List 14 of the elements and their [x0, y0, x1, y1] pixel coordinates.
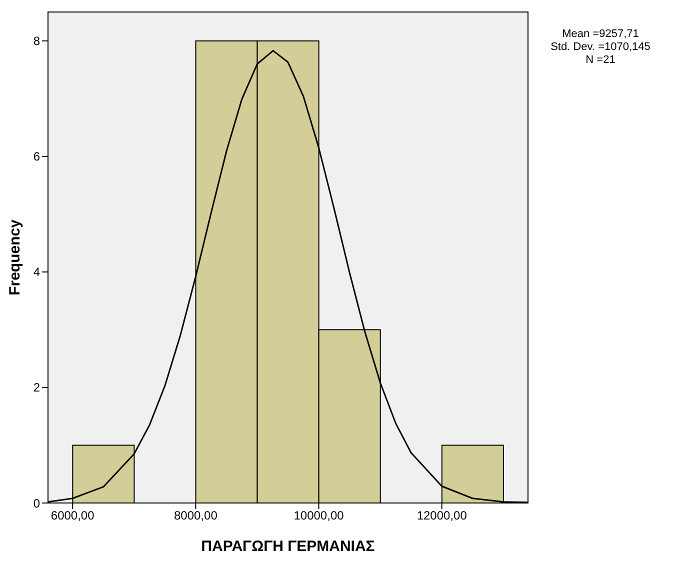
x-tick-label: 10000,00: [294, 508, 344, 523]
y-tick-label: 2: [33, 380, 40, 395]
y-tick-label: 6: [33, 150, 40, 164]
y-tick-label: 0: [33, 496, 40, 510]
x-axis-title: ΠΑΡΑΓΩΓΗ ΓΕΡΜΑΝΙΑΣ: [201, 538, 375, 555]
y-tick-label: 8: [33, 34, 40, 48]
text: Mean =9257,71: [561, 28, 640, 41]
y-tick-label: 4: [33, 265, 40, 280]
text: Std. Dev. =1070,145: [550, 41, 652, 54]
x-tick-label: 12000,00: [416, 508, 468, 523]
x-tick-label: 8000,00: [174, 508, 218, 523]
y-axis-title: Frequency: [6, 218, 24, 296]
x-tick-label: 6000,00: [50, 508, 95, 523]
text: N =21: [584, 54, 616, 67]
